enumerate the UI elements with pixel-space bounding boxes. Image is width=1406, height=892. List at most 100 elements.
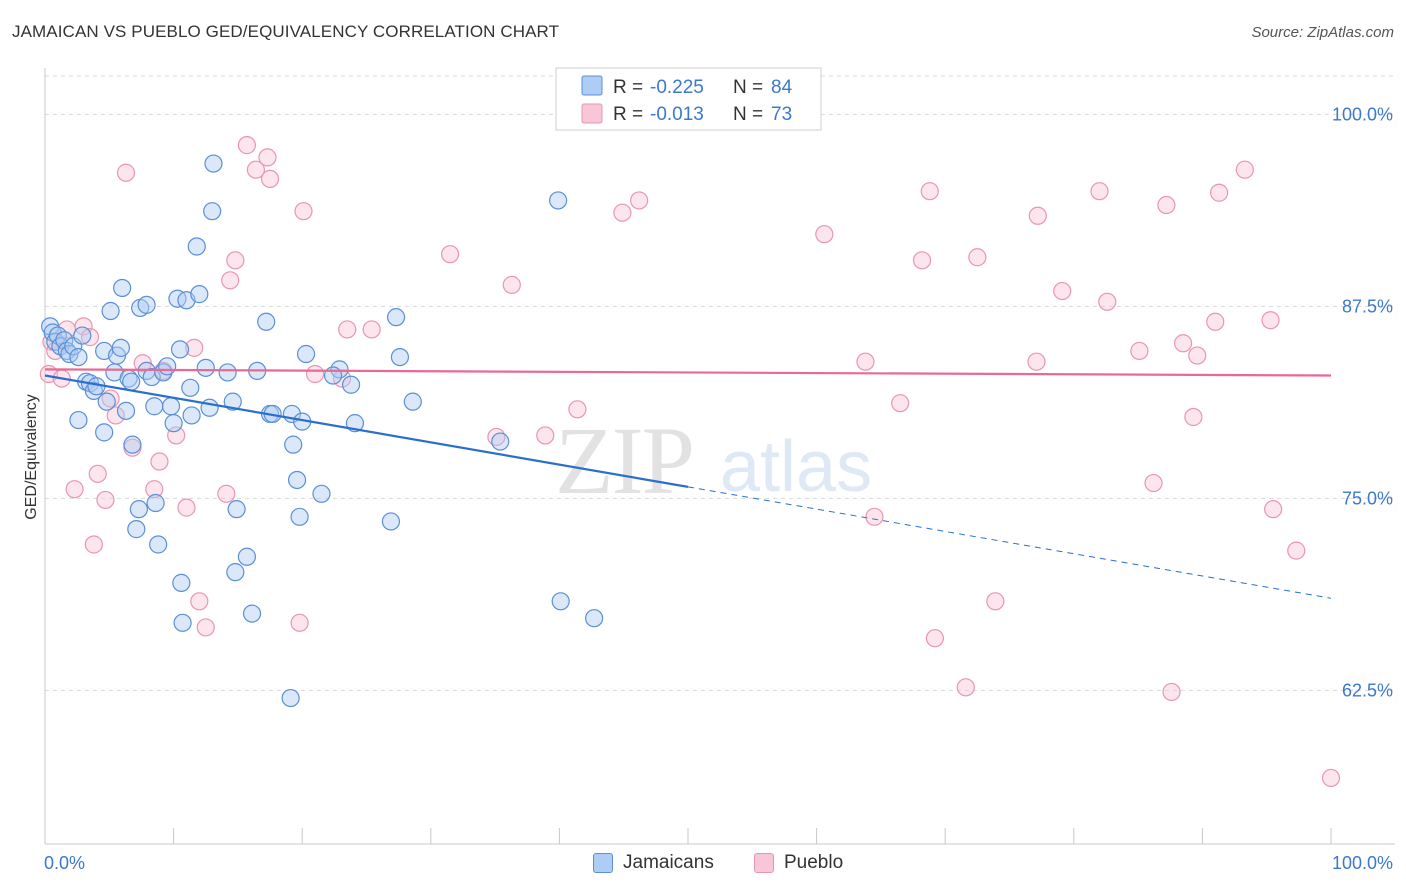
legend-swatch-pueblo [581, 103, 603, 124]
jamaican-point [55, 331, 74, 350]
jamaican-point [551, 592, 570, 611]
axes [44, 68, 1395, 845]
jamaican-point [312, 484, 331, 503]
pueblo-point [1174, 334, 1193, 353]
chart-title: JAMAICAN VS PUEBLO GED/EQUIVALENCY CORRE… [12, 22, 560, 41]
pueblo-point [1130, 341, 1149, 361]
jamaican-point [158, 357, 177, 376]
x-tick-label: 0.0% [44, 853, 85, 873]
y-tick-label: 75.0% [1342, 488, 1393, 508]
jamaican-point [203, 202, 222, 221]
pueblo-point [536, 426, 555, 445]
pueblo-point [1090, 182, 1109, 201]
jamaican-trend-line [44, 374, 689, 488]
y-axis-label: GED/Equivalency [23, 394, 40, 519]
watermark-zip: ZIP [555, 407, 693, 514]
pueblo-point [80, 328, 100, 347]
jamaican-point [95, 423, 114, 442]
pueblo-point [865, 507, 884, 526]
legend-n-label-jamaicans: N = [733, 77, 763, 98]
jamaican-point [196, 358, 215, 377]
jamaican-point [172, 573, 191, 592]
pueblo-point [1235, 160, 1254, 179]
pueblo-point [912, 251, 932, 270]
pueblo-point [1264, 500, 1283, 519]
jamaican-point [190, 285, 209, 304]
pueblo-point [150, 452, 169, 471]
pueblo-point [925, 629, 945, 648]
pueblo-point [305, 364, 325, 384]
pueblo-point [502, 275, 521, 294]
jamaican-point [146, 493, 165, 513]
pueblo-point [568, 400, 587, 419]
y-tick-label: 62.5% [1342, 680, 1393, 700]
pueblo-point [1321, 768, 1341, 788]
jamaican-point [341, 375, 361, 394]
jamaican-point [585, 609, 604, 628]
jamaican-point [284, 435, 303, 454]
pueblo-point [1053, 281, 1072, 301]
legend-n-label-pueblo: N = [733, 104, 763, 125]
pueblo-point [226, 251, 245, 270]
jamaican-point [549, 191, 568, 210]
pueblo-point [116, 163, 136, 182]
legend-swatch-jamaicans [581, 75, 603, 96]
x-tick-label: 100.0% [1332, 853, 1393, 873]
pueblo-trend-line [44, 368, 1332, 377]
pueblo-point [185, 338, 204, 357]
pueblo-point [1162, 682, 1181, 702]
legend-n-value-jamaicans: 84 [771, 77, 793, 98]
jamaican-point [257, 312, 276, 331]
jamaican-point [69, 410, 88, 430]
pueblo-point [815, 225, 834, 244]
pueblo-point [237, 136, 257, 155]
pueblo-point [986, 592, 1005, 611]
pueblo-point [1206, 312, 1225, 331]
jamaican-point [116, 401, 136, 420]
jamaican-point [187, 237, 206, 256]
source-label: Source: ZipAtlas.com [1251, 24, 1394, 41]
pueblo-point [1028, 206, 1047, 225]
pueblo-point [74, 317, 93, 336]
pueblo-point [891, 394, 910, 413]
pueblo-point [1261, 311, 1280, 330]
jamaican-point [168, 289, 187, 308]
pueblo-point [294, 202, 313, 221]
jamaican-point [101, 301, 120, 321]
jamaican-point [123, 435, 142, 454]
pueblo-point [106, 406, 125, 425]
pueblo-point [1144, 473, 1163, 493]
jamaican-point [170, 340, 190, 359]
pueblo-point [1157, 195, 1176, 215]
legend-item-jamaicans: Jamaicans [593, 852, 714, 874]
jamaican-point [381, 512, 401, 531]
pueblo-point [856, 352, 875, 371]
pueblo-point [221, 271, 240, 290]
y-tick-label: 87.5% [1342, 296, 1393, 316]
jamaican-point [386, 308, 406, 327]
pueblo-point [362, 320, 381, 339]
pueblo-point [968, 248, 987, 267]
legend-label-pueblo: Pueblo [784, 852, 844, 873]
pueblo-point [196, 618, 215, 637]
jamaican-point [223, 392, 242, 411]
jamaican-point [491, 432, 510, 451]
jamaican-point [323, 366, 343, 385]
pueblo-point [246, 160, 266, 179]
pueblo-point [630, 191, 649, 210]
jamaican-point [69, 347, 88, 367]
jamaican-point [181, 378, 200, 397]
pueblo-point [338, 320, 357, 339]
legend-r-value-jamaicans: -0.225 [650, 77, 704, 98]
pueblo-point [1210, 183, 1229, 202]
jamaican-point [237, 547, 257, 566]
jamaican-point [122, 372, 141, 391]
series-legend: Jamaicans Pueblo [0, 852, 1406, 878]
jamaican-point [296, 344, 316, 364]
jamaican-point [149, 535, 168, 554]
jamaican-point [200, 398, 219, 417]
jamaican-point [242, 604, 262, 623]
trend-lines [44, 368, 1332, 599]
correlation-legend: R = -0.225 N = 84 R = -0.013 N = 73 [555, 67, 822, 131]
pueblo-point [145, 480, 164, 499]
